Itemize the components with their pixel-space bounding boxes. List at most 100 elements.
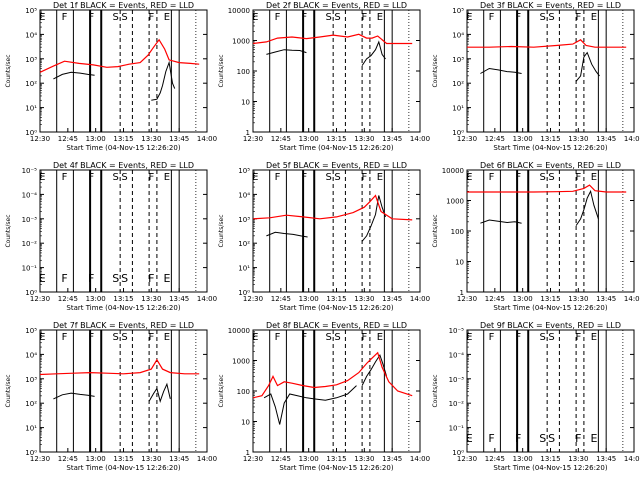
x-tick-label: 13:30 (568, 455, 588, 463)
phase-marker: F (575, 332, 581, 343)
y-tick-label: 10⁰ (25, 449, 37, 457)
x-tick-label: 13:30 (141, 295, 161, 303)
x-tick-label: 12:30 (30, 135, 50, 143)
y-tick-label: 10⁵ (25, 7, 37, 15)
phase-marker: F (62, 332, 68, 343)
x-axis-label: Start Time (04-Nov-15 12:26:20) (66, 144, 180, 152)
x-axis-label: Start Time (04-Nov-15 12:26:20) (493, 144, 607, 152)
x-tick-label: 13:30 (354, 295, 374, 303)
x-tick-label: 14:00 (624, 295, 640, 303)
phase-marker: S (326, 332, 332, 343)
y-axis-label: Counts/sec (5, 374, 12, 407)
x-tick-label: 13:00 (86, 295, 106, 303)
y-tick-label: 10¹ (238, 265, 250, 273)
phase-marker: E (164, 172, 170, 183)
y-tick-label: 10000 (442, 167, 464, 175)
phase-marker-bottom: E (466, 432, 473, 445)
phase-marker: S (334, 332, 340, 343)
phase-marker: S (326, 172, 332, 183)
x-tick-label: 13:15 (113, 135, 133, 143)
phase-marker: F (148, 172, 154, 183)
x-tick-label: 13:45 (382, 295, 402, 303)
y-tick-label: 10⁰ (452, 129, 464, 137)
chart-panel-1: Det 1f BLACK = Events, RED = LLD Counts/s… (5, 1, 217, 152)
x-tick-label: 13:45 (169, 295, 189, 303)
series-lld (467, 39, 627, 48)
phase-marker: F (575, 172, 581, 183)
x-tick-label: 12:45 (58, 455, 78, 463)
y-tick-label: 10 (241, 99, 250, 107)
x-tick-label: 13:15 (540, 455, 560, 463)
y-tick-label: 10¹ (25, 105, 37, 113)
phase-marker: F (275, 332, 281, 343)
x-tick-label: 13:45 (169, 455, 189, 463)
x-tick-label: 14:00 (197, 295, 217, 303)
phase-marker: F (88, 332, 94, 343)
plot-frame (252, 169, 421, 293)
y-axis-label: Counts/sec (218, 54, 225, 87)
y-axis-label: Counts/sec (5, 54, 12, 87)
x-tick-label: 13:45 (169, 135, 189, 143)
y-tick-label: 10⁴ (452, 31, 464, 39)
y-tick-label: 1000 (232, 38, 250, 46)
phase-marker: F (361, 12, 367, 23)
y-tick-label: 10⁻⁵ (22, 167, 38, 175)
y-tick-label: 1 (246, 129, 250, 137)
chart-panel-9: Det 9f BLACK = Events, RED = LLD Counts/s… (432, 321, 640, 472)
phase-marker: S (334, 12, 340, 23)
series-events (266, 49, 307, 55)
phase-marker: S (334, 172, 340, 183)
y-tick-label: 10³ (25, 56, 37, 64)
phase-marker-bottom: S (548, 432, 555, 445)
series-lld (39, 38, 200, 73)
phase-marker: S (540, 12, 546, 23)
phase-marker: E (377, 172, 383, 183)
x-tick-label: 12:45 (271, 295, 291, 303)
y-tick-label: 1000 (446, 198, 464, 206)
phase-marker-bottom: F (575, 432, 581, 445)
chart-panel-8: Det 8f BLACK = Events, RED = LLD Counts/s… (218, 321, 430, 472)
x-tick-label: 13:30 (141, 455, 161, 463)
phase-marker: E (164, 332, 170, 343)
plot-frame (39, 9, 208, 133)
x-axis-label: Start Time (04-Nov-15 12:26:20) (279, 304, 393, 312)
chart-title: Det 3f BLACK = Events, RED = LLD (480, 1, 621, 10)
x-tick-label: 13:45 (596, 455, 616, 463)
phase-marker: E (591, 172, 597, 183)
x-tick-label: 12:30 (30, 455, 50, 463)
phase-marker-bottom: F (61, 272, 67, 285)
phase-marker-bottom: E (39, 272, 46, 285)
phase-marker: E (39, 172, 45, 183)
series-lld (252, 194, 413, 221)
phase-marker: F (88, 12, 94, 23)
phase-marker: S (121, 12, 127, 23)
y-tick-label: 10⁻⁴ (449, 351, 465, 359)
phase-marker: S (113, 172, 119, 183)
x-tick-label: 13:00 (513, 455, 533, 463)
x-tick-label: 14:00 (624, 455, 640, 463)
phase-marker: E (466, 332, 472, 343)
chart-title: Det 7f BLACK = Events, RED = LLD (53, 321, 194, 330)
chart-panel-3: Det 3f BLACK = Events, RED = LLD Counts/s… (432, 1, 640, 152)
series-events (480, 67, 522, 74)
plot-frame (39, 329, 208, 453)
phase-marker: E (377, 12, 383, 23)
phase-marker-bottom: E (163, 272, 170, 285)
phase-marker: E (591, 332, 597, 343)
phase-marker: F (515, 172, 521, 183)
x-tick-label: 14:00 (197, 135, 217, 143)
series-lld (467, 184, 627, 193)
y-tick-label: 100 (451, 228, 464, 236)
x-tick-label: 14:00 (410, 455, 430, 463)
x-tick-label: 13:00 (513, 135, 533, 143)
plot-frame (252, 9, 421, 133)
y-tick-label: 1 (246, 449, 250, 457)
x-tick-label: 13:15 (326, 295, 346, 303)
phase-marker: E (39, 332, 45, 343)
series-lld (252, 351, 413, 399)
y-tick-label: 10⁴ (238, 191, 250, 199)
x-tick-label: 14:00 (410, 135, 430, 143)
y-tick-label: 10⁵ (25, 327, 37, 335)
phase-marker: F (489, 332, 495, 343)
x-tick-label: 12:30 (243, 455, 263, 463)
